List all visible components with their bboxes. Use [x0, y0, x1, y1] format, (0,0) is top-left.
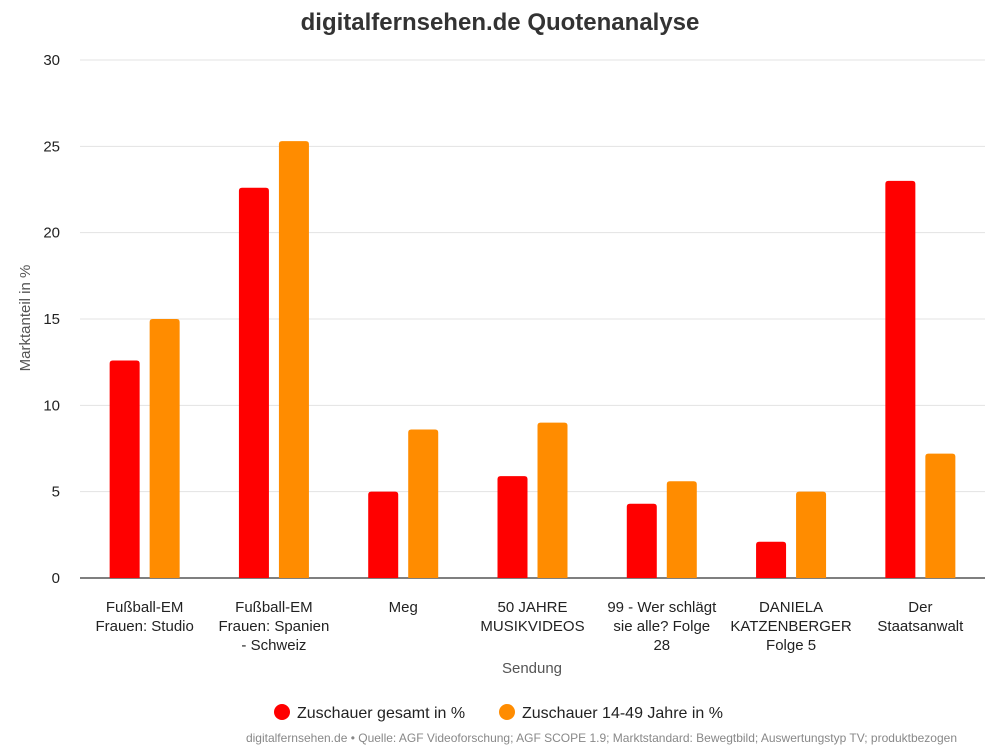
y-tick-label: 5	[52, 484, 60, 501]
bar-14-49-3	[537, 422, 568, 578]
bar-gesamt-3	[497, 476, 528, 578]
bar-14-49-6	[925, 453, 956, 578]
legend: Zuschauer gesamt in % Zuschauer 14-49 Jah…	[274, 704, 723, 722]
y-tick-label: 30	[43, 52, 60, 69]
grid-lines	[80, 59, 985, 579]
x-category-label: Der Staatsanwalt	[877, 599, 964, 635]
legend-label: Zuschauer gesamt in %	[297, 705, 465, 722]
bar-14-49-0	[149, 319, 180, 578]
bar-14-49-1	[278, 141, 309, 579]
y-tick-label: 10	[43, 397, 60, 414]
y-axis-ticks: 0 5 10 15 20 25 30	[43, 52, 60, 587]
y-tick-label: 15	[43, 311, 60, 328]
y-tick-label: 20	[43, 225, 60, 242]
bar-gesamt-5	[756, 541, 787, 578]
bar-14-49-5	[796, 491, 827, 578]
bar-gesamt-2	[368, 491, 399, 578]
chart-title: digitalfernsehen.de Quotenanalyse	[301, 9, 700, 36]
x-category-label: DANIELA KATZENBERGER Folge 5	[730, 599, 852, 654]
x-category-label: Fußball-EM Frauen: Spanien - Schweiz	[218, 599, 329, 654]
y-axis-title: Marktanteil in %	[17, 265, 34, 372]
x-category-label: Fußball-EM Frauen: Studio	[95, 599, 193, 635]
bar-gesamt-0	[109, 360, 140, 578]
x-category-label: 99 - Wer schlägt sie alle? Folge 28	[607, 599, 717, 654]
bar-gesamt-6	[885, 180, 916, 578]
bar-gesamt-1	[238, 187, 269, 579]
x-category-label: 50 JAHRE MUSIKVIDEOS	[480, 599, 584, 635]
bars	[109, 141, 956, 579]
legend-swatch	[499, 704, 515, 720]
bar-gesamt-4	[626, 503, 657, 578]
legend-swatch	[274, 704, 290, 720]
x-axis-title: Sendung	[502, 660, 562, 677]
bar-14-49-4	[666, 481, 697, 578]
y-tick-label: 25	[43, 138, 60, 155]
credits-text: digitalfernsehen.de • Quelle: AGF Videof…	[246, 731, 957, 745]
bar-14-49-2	[408, 429, 439, 578]
y-tick-label: 0	[52, 570, 60, 587]
x-axis-categories: Fußball-EM Frauen: Studio Fußball-EM Frauen…	[95, 599, 964, 654]
legend-label: Zuschauer 14-49 Jahre in %	[522, 705, 723, 722]
x-category-label: Meg	[389, 599, 418, 616]
